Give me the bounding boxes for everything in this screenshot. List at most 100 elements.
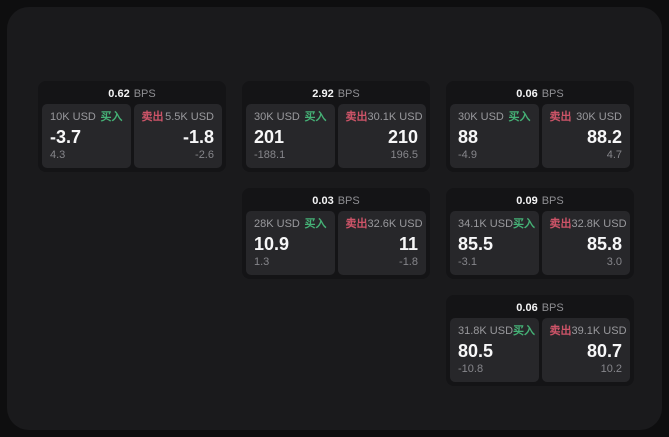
sell-panel-top: 卖出 32.6K USD — [345, 218, 423, 231]
buy-panel-top: 34.1K USD 买入 — [458, 218, 535, 231]
buy-panel-top: 30K USD 买入 — [254, 111, 327, 124]
sell-price: 210 — [387, 127, 418, 147]
buy-label: 买入 — [508, 111, 531, 123]
buy-label: 买入 — [304, 218, 327, 230]
sell-label: 卖出 — [345, 111, 368, 123]
buy-amount: 30K USD — [254, 111, 300, 123]
buy-panel-top: 31.8K USD 买入 — [458, 325, 535, 338]
bps-unit-label: BPS — [337, 195, 360, 207]
bps-unit-label: BPS — [337, 88, 360, 100]
bps-unit-label: BPS — [541, 195, 564, 207]
sell-panel[interactable]: 卖出 32.6K USD 11 -1.8 — [337, 211, 426, 275]
sell-sub-value: -1.8 — [399, 256, 418, 268]
quote-board-page: 0.62 BPS 10K USD 买入 -3.7 4.3 卖出 5.5K USD… — [7, 7, 662, 430]
sell-panel-top: 卖出 30.1K USD — [345, 111, 423, 124]
quote-panels: 28K USD 买入 10.9 1.3 卖出 32.6K USD 11 -1.8 — [246, 211, 426, 275]
sell-panel-top: 卖出 39.1K USD — [549, 325, 627, 338]
sell-amount: 39.1K USD — [571, 325, 627, 337]
card-header: 0.09 BPS — [450, 192, 630, 211]
buy-price: -3.7 — [50, 127, 82, 147]
bps-value: 0.06 — [516, 88, 538, 100]
sell-sub-value: -2.6 — [195, 149, 214, 161]
buy-label: 买入 — [100, 111, 123, 123]
sell-amount: 5.5K USD — [165, 111, 214, 123]
buy-price: 201 — [254, 127, 285, 147]
quote-card: 0.06 BPS 30K USD 买入 88 -4.9 卖出 30K USD 8… — [446, 81, 634, 172]
buy-price: 10.9 — [254, 234, 290, 254]
sell-label: 卖出 — [549, 325, 572, 337]
quote-card: 0.09 BPS 34.1K USD 买入 85.5 -3.1 卖出 32.8K… — [446, 188, 634, 279]
buy-panel[interactable]: 10K USD 买入 -3.7 4.3 — [42, 104, 131, 168]
card-header: 0.62 BPS — [42, 85, 222, 104]
bps-unit-label: BPS — [541, 88, 564, 100]
buy-sub-value: 4.3 — [50, 149, 66, 161]
buy-panel[interactable]: 30K USD 买入 201 -188.1 — [246, 104, 335, 168]
sell-price: 88.2 — [586, 127, 622, 147]
buy-amount: 10K USD — [50, 111, 96, 123]
sell-panel[interactable]: 卖出 32.8K USD 85.8 3.0 — [541, 211, 630, 275]
sell-label: 卖出 — [345, 218, 368, 230]
buy-price: 85.5 — [458, 234, 494, 254]
buy-sub-value: -3.1 — [458, 256, 477, 268]
buy-panel[interactable]: 34.1K USD 买入 85.5 -3.1 — [450, 211, 539, 275]
sell-panel-top: 卖出 5.5K USD — [142, 111, 215, 124]
sell-price: -1.8 — [182, 127, 214, 147]
buy-amount: 31.8K USD — [458, 325, 514, 337]
buy-sub-value: -188.1 — [254, 149, 286, 161]
buy-sub-value: 1.3 — [254, 256, 270, 268]
sell-sub-value: 4.7 — [606, 149, 622, 161]
cards-grid: 0.62 BPS 10K USD 买入 -3.7 4.3 卖出 5.5K USD… — [38, 81, 634, 386]
sell-amount: 30K USD — [576, 111, 622, 123]
sell-price: 80.7 — [586, 341, 622, 361]
bps-value: 2.92 — [312, 88, 334, 100]
bps-unit-label: BPS — [133, 88, 156, 100]
bps-value: 0.03 — [312, 195, 334, 207]
quote-card: 0.06 BPS 31.8K USD 买入 80.5 -10.8 卖出 39.1… — [446, 295, 634, 386]
buy-amount: 30K USD — [458, 111, 504, 123]
sell-panel-top: 卖出 30K USD — [550, 111, 623, 124]
sell-panel[interactable]: 卖出 39.1K USD 80.7 10.2 — [541, 318, 630, 382]
buy-panel[interactable]: 31.8K USD 买入 80.5 -10.8 — [450, 318, 539, 382]
quote-panels: 34.1K USD 买入 85.5 -3.1 卖出 32.8K USD 85.8… — [450, 211, 630, 275]
buy-price: 88 — [458, 127, 479, 147]
sell-panel[interactable]: 卖出 30.1K USD 210 196.5 — [337, 104, 426, 168]
bps-value: 0.06 — [516, 302, 538, 314]
sell-sub-value: 196.5 — [390, 149, 418, 161]
quote-card: 0.62 BPS 10K USD 买入 -3.7 4.3 卖出 5.5K USD… — [38, 81, 226, 172]
buy-label: 买入 — [513, 325, 536, 337]
sell-sub-value: 10.2 — [600, 363, 622, 375]
buy-panel-top: 10K USD 买入 — [50, 111, 123, 124]
buy-sub-value: -4.9 — [458, 149, 477, 161]
buy-amount: 28K USD — [254, 218, 300, 230]
quote-panels: 30K USD 买入 201 -188.1 卖出 30.1K USD 210 1… — [246, 104, 426, 168]
buy-amount: 34.1K USD — [458, 218, 514, 230]
buy-panel-top: 28K USD 买入 — [254, 218, 327, 231]
buy-panel[interactable]: 30K USD 买入 88 -4.9 — [450, 104, 539, 168]
buy-sub-value: -10.8 — [458, 363, 484, 375]
sell-amount: 30.1K USD — [367, 111, 423, 123]
sell-label: 卖出 — [549, 111, 572, 123]
sell-amount: 32.8K USD — [571, 218, 627, 230]
bps-value: 0.09 — [516, 195, 538, 207]
sell-panel-top: 卖出 32.8K USD — [549, 218, 627, 231]
buy-label: 买入 — [304, 111, 327, 123]
quote-panels: 31.8K USD 买入 80.5 -10.8 卖出 39.1K USD 80.… — [450, 318, 630, 382]
quote-card: 2.92 BPS 30K USD 买入 201 -188.1 卖出 30.1K … — [242, 81, 430, 172]
quote-card: 0.03 BPS 28K USD 买入 10.9 1.3 卖出 32.6K US… — [242, 188, 430, 279]
sell-sub-value: 3.0 — [606, 256, 622, 268]
bps-value: 0.62 — [108, 88, 130, 100]
buy-price: 80.5 — [458, 341, 494, 361]
sell-label: 卖出 — [141, 111, 164, 123]
quote-panels: 30K USD 买入 88 -4.9 卖出 30K USD 88.2 4.7 — [450, 104, 630, 168]
bps-unit-label: BPS — [541, 302, 564, 314]
quote-panels: 10K USD 买入 -3.7 4.3 卖出 5.5K USD -1.8 -2.… — [42, 104, 222, 168]
buy-panel-top: 30K USD 买入 — [458, 111, 531, 124]
sell-panel[interactable]: 卖出 30K USD 88.2 4.7 — [541, 104, 630, 168]
sell-price: 11 — [398, 234, 418, 254]
sell-panel[interactable]: 卖出 5.5K USD -1.8 -2.6 — [133, 104, 222, 168]
buy-panel[interactable]: 28K USD 买入 10.9 1.3 — [246, 211, 335, 275]
card-header: 0.03 BPS — [246, 192, 426, 211]
buy-label: 买入 — [513, 218, 536, 230]
card-header: 0.06 BPS — [450, 85, 630, 104]
sell-label: 卖出 — [549, 218, 572, 230]
